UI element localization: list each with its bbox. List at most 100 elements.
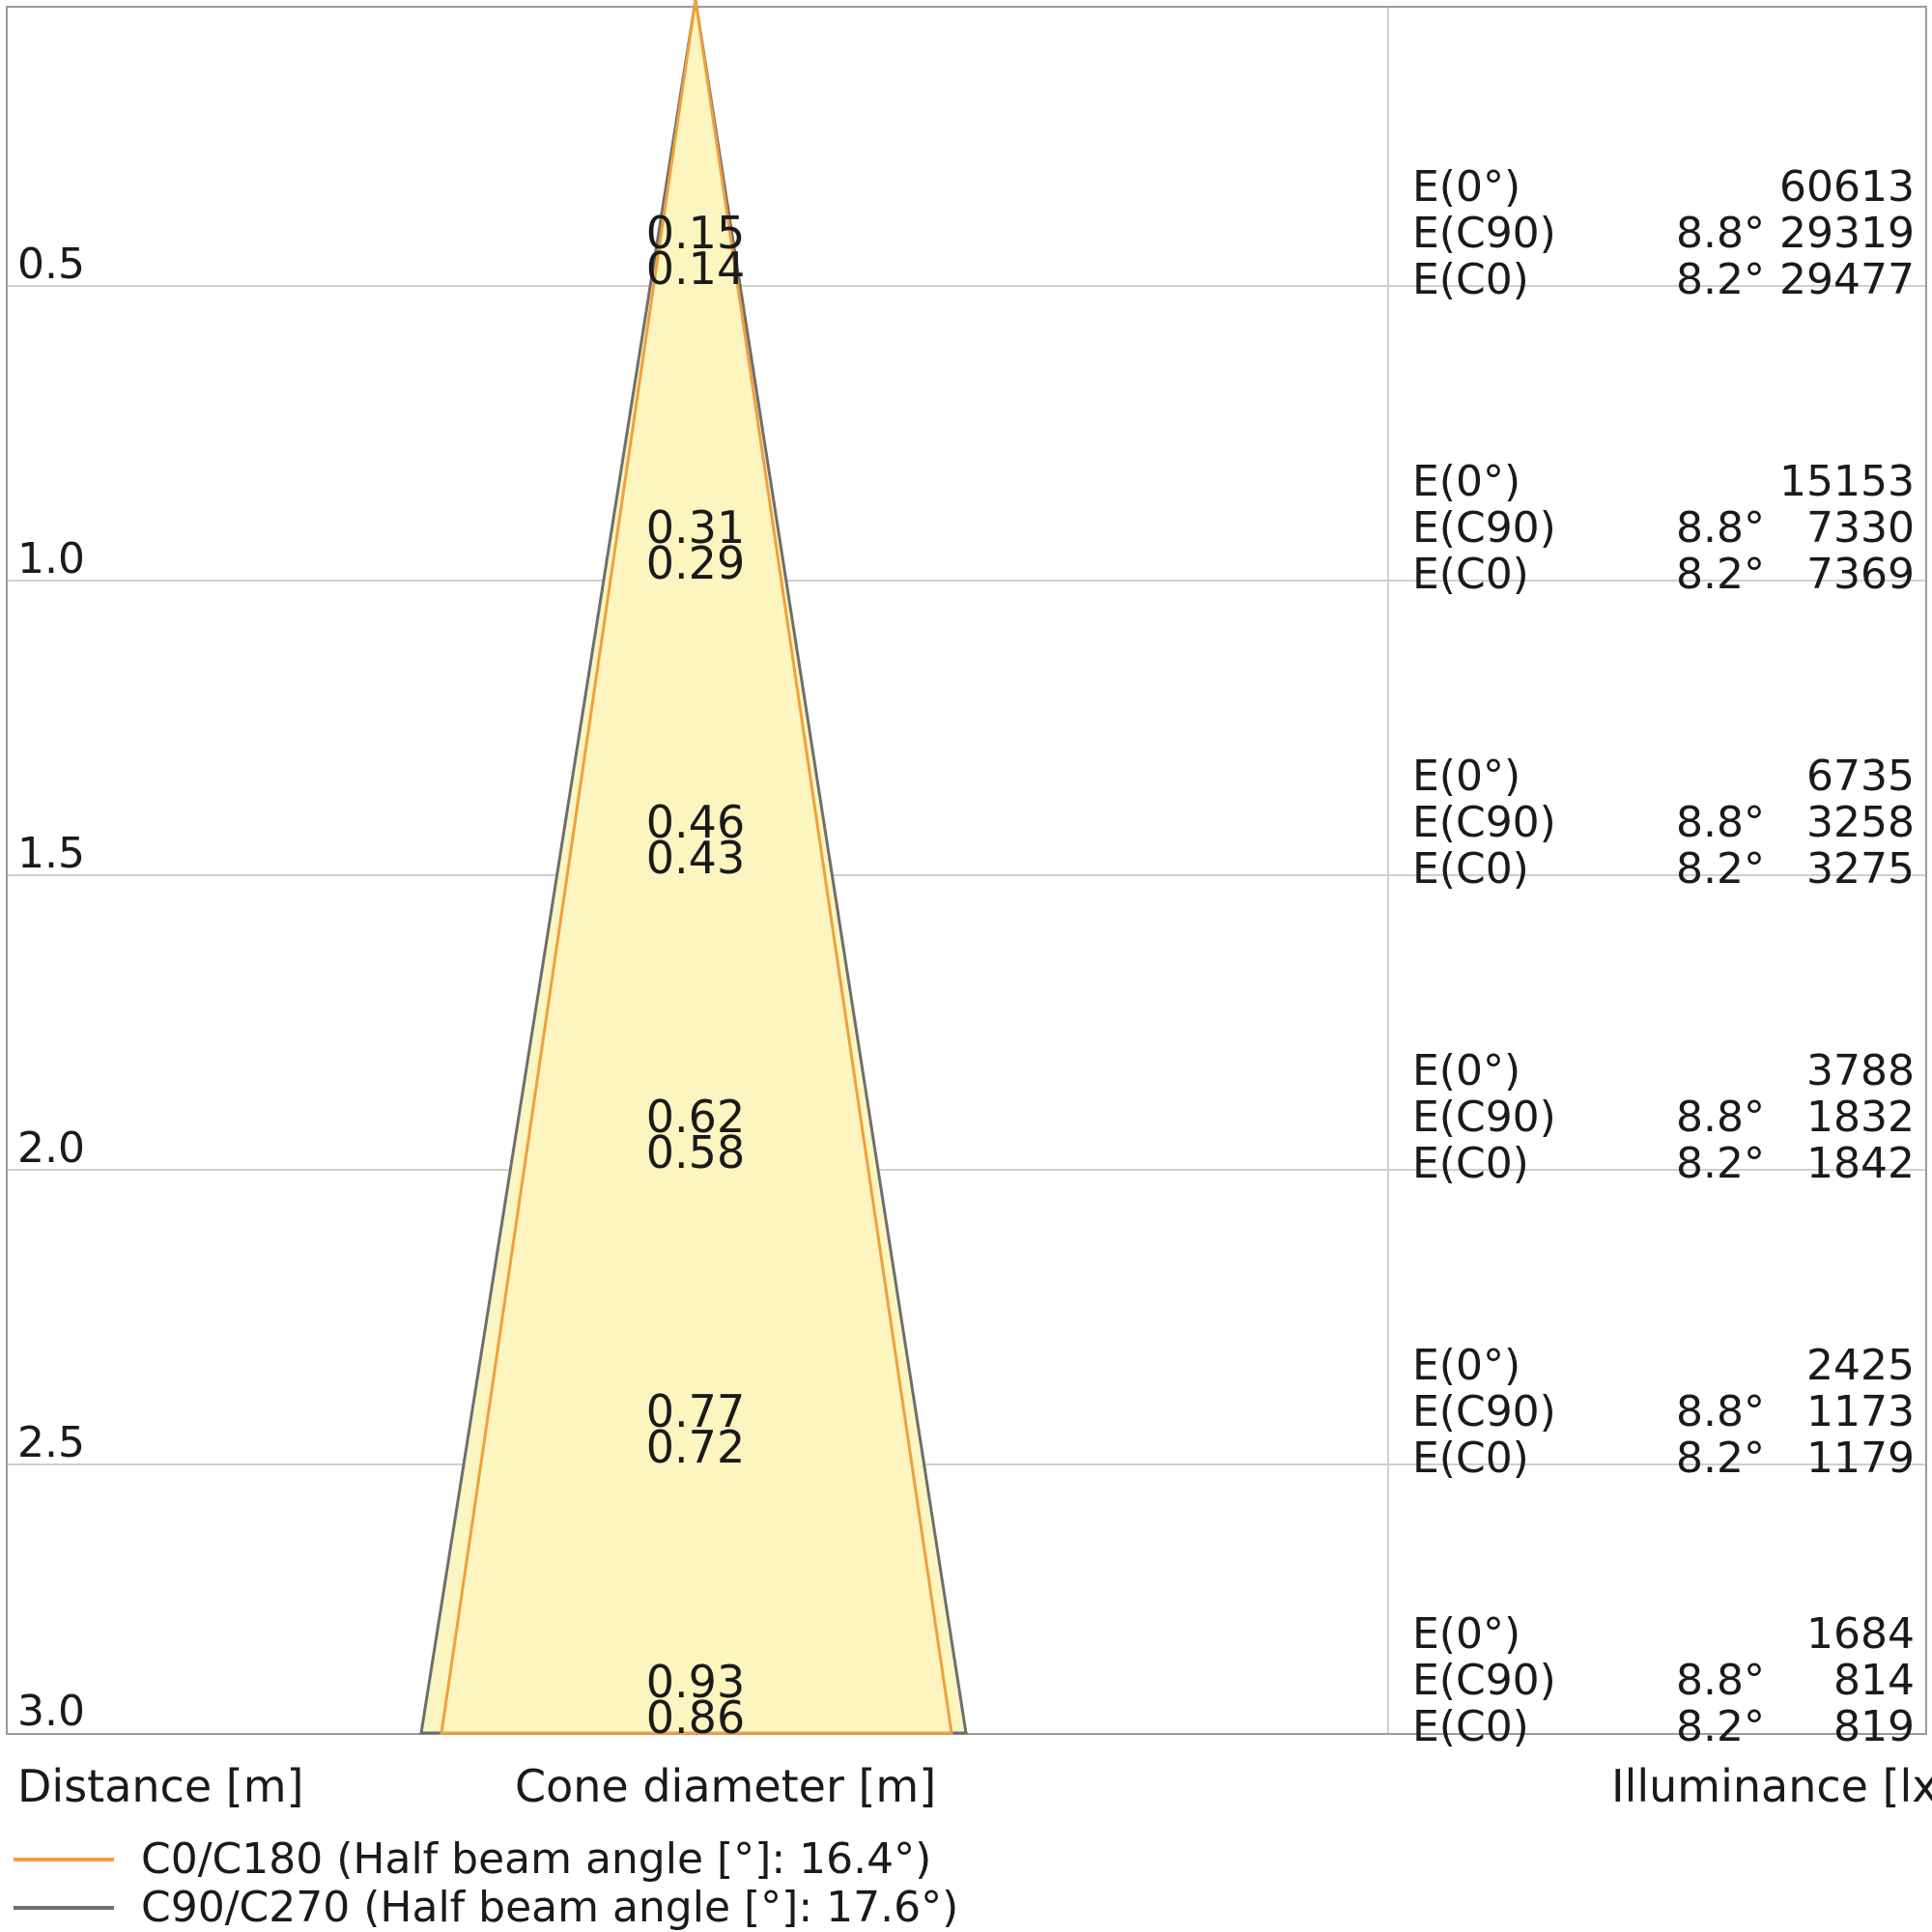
- illuminance-value-ec90: 814: [1833, 1656, 1915, 1705]
- illuminance-value-ec0: 819: [1833, 1702, 1915, 1751]
- legend-item-c90-c270: C90/C270 (Half beam angle [°]: 17.6°): [14, 1884, 1173, 1932]
- cone-diameter-label-0: 0.15 0.14: [646, 211, 745, 291]
- illuminance-row-ec0: E(C0) 8.2° 7369: [1412, 552, 1915, 598]
- illuminance-label-ec90: E(C90): [1412, 1387, 1556, 1436]
- distance-label-2: 1.5: [17, 829, 85, 878]
- cone-diameter-c90-4: 0.77: [645, 1385, 746, 1437]
- illuminance-label-e0: E(0°): [1412, 162, 1521, 212]
- illuminance-row-ec0: E(C0) 8.2° 819: [1412, 1704, 1915, 1750]
- illuminance-row-e0: E(0°) 60613: [1412, 164, 1915, 211]
- illuminance-value-ec0: 1179: [1806, 1434, 1915, 1483]
- illuminance-angle-ec90: 8.8°: [1676, 1093, 1765, 1142]
- illuminance-row-e0: E(0°) 2425: [1412, 1343, 1915, 1389]
- illuminance-value-e0: 2425: [1806, 1341, 1915, 1390]
- illuminance-label-ec0: E(C0): [1412, 1434, 1529, 1483]
- illuminance-label-ec90: E(C90): [1412, 1093, 1556, 1142]
- illuminance-value-ec0: 7369: [1806, 550, 1915, 599]
- legend-swatch-c90-c270-icon: [14, 1906, 114, 1910]
- illuminance-value-ec90: 1832: [1806, 1093, 1915, 1142]
- illuminance-row-ec0: E(C0) 8.2° 3275: [1412, 846, 1915, 893]
- illuminance-angle-ec0: 8.2°: [1676, 550, 1765, 599]
- illuminance-label-ec0: E(C0): [1412, 1139, 1529, 1188]
- legend-item-c0-c180: C0/C180 (Half beam angle [°]: 16.4°): [14, 1835, 1173, 1884]
- illuminance-value-e0: 15153: [1779, 457, 1915, 506]
- distance-label-0: 0.5: [17, 240, 85, 289]
- illuminance-angle-ec90: 8.8°: [1676, 1387, 1765, 1436]
- illuminance-value-ec90: 1173: [1806, 1387, 1915, 1436]
- cone-diameter-c90-5: 0.93: [645, 1656, 746, 1708]
- illuminance-angle-ec0: 8.2°: [1676, 1702, 1765, 1751]
- illuminance-label-ec0: E(C0): [1412, 255, 1529, 304]
- distance-label-1: 1.0: [17, 534, 85, 583]
- illuminance-block-5: E(0°) 1684 E(C90) 8.8° 814 E(C0) 8.2° 81…: [1412, 1611, 1915, 1750]
- illuminance-angle-ec90: 8.8°: [1676, 209, 1765, 258]
- illuminance-angle-ec90: 8.8°: [1676, 798, 1765, 847]
- illuminance-block-2: E(0°) 6735 E(C90) 8.8° 3258 E(C0) 8.2° 3…: [1412, 753, 1915, 893]
- cone-diameter-c0-5: 0.86: [645, 1691, 746, 1744]
- cone-diameter-label-5: 0.93 0.86: [646, 1660, 745, 1740]
- illuminance-label-ec90: E(C90): [1412, 209, 1556, 258]
- illuminance-row-ec90: E(C90) 8.8° 29319: [1412, 211, 1915, 257]
- cone-diameter-c0-0: 0.14: [645, 242, 746, 295]
- illuminance-value-e0: 60613: [1779, 162, 1915, 212]
- legend: C0/C180 (Half beam angle [°]: 16.4°) C90…: [14, 1835, 1173, 1932]
- illuminance-value-e0: 6735: [1806, 752, 1915, 801]
- illuminance-block-4: E(0°) 2425 E(C90) 8.8° 1173 E(C0) 8.2° 1…: [1412, 1343, 1915, 1482]
- cone-diameter-c0-2: 0.43: [645, 832, 746, 884]
- illuminance-row-e0: E(0°) 6735: [1412, 753, 1915, 800]
- illuminance-row-ec0: E(C0) 8.2° 1179: [1412, 1435, 1915, 1482]
- cone-diameter-c90-3: 0.62: [645, 1091, 746, 1143]
- illuminance-label-ec90: E(C90): [1412, 798, 1556, 847]
- illuminance-angle-ec90: 8.8°: [1676, 1656, 1765, 1705]
- illuminance-value-ec0: 1842: [1806, 1139, 1915, 1188]
- illuminance-value-ec0: 29477: [1779, 255, 1915, 304]
- illuminance-angle-ec0: 8.2°: [1676, 1434, 1765, 1483]
- illuminance-row-ec90: E(C90) 8.8° 1832: [1412, 1094, 1915, 1141]
- illuminance-label-e0: E(0°): [1412, 457, 1521, 506]
- cone-diameter-axis-caption: Cone diameter [m]: [515, 1760, 937, 1812]
- illuminance-value-e0: 1684: [1806, 1609, 1915, 1659]
- illuminance-angle-ec0: 8.2°: [1676, 844, 1765, 894]
- illuminance-value-ec90: 3258: [1806, 798, 1915, 847]
- distance-label-5: 3.0: [17, 1687, 85, 1736]
- illuminance-angle-ec0: 8.2°: [1676, 1139, 1765, 1188]
- legend-label-c90-c270: C90/C270 (Half beam angle [°]: 17.6°): [141, 1883, 959, 1932]
- illuminance-label-e0: E(0°): [1412, 1341, 1521, 1390]
- illuminance-label-e0: E(0°): [1412, 1046, 1521, 1095]
- legend-label-c0-c180: C0/C180 (Half beam angle [°]: 16.4°): [141, 1834, 932, 1884]
- illuminance-row-ec90: E(C90) 8.8° 7330: [1412, 505, 1915, 552]
- illuminance-label-ec90: E(C90): [1412, 503, 1556, 553]
- distance-axis-caption: Distance [m]: [17, 1760, 304, 1812]
- illuminance-value-ec0: 3275: [1806, 844, 1915, 894]
- illuminance-row-e0: E(0°) 1684: [1412, 1611, 1915, 1658]
- illuminance-value-ec90: 29319: [1779, 209, 1915, 258]
- cone-diameter-c0-4: 0.72: [645, 1421, 746, 1473]
- cone-diameter-c0-3: 0.58: [645, 1126, 746, 1179]
- illuminance-angle-ec0: 8.2°: [1676, 255, 1765, 304]
- illuminance-row-ec0: E(C0) 8.2° 29477: [1412, 257, 1915, 303]
- illuminance-row-ec90: E(C90) 8.8° 1173: [1412, 1389, 1915, 1435]
- illuminance-value-e0: 3788: [1806, 1046, 1915, 1095]
- illuminance-row-e0: E(0°) 3788: [1412, 1048, 1915, 1094]
- illuminance-row-ec0: E(C0) 8.2° 1842: [1412, 1141, 1915, 1187]
- chart-table-divider: [1387, 8, 1389, 1733]
- illuminance-value-ec90: 7330: [1806, 503, 1915, 553]
- illuminance-label-ec90: E(C90): [1412, 1656, 1556, 1705]
- illuminance-label-e0: E(0°): [1412, 1609, 1521, 1659]
- illuminance-label-ec0: E(C0): [1412, 550, 1529, 599]
- cone-diameter-c0-1: 0.29: [645, 537, 746, 589]
- illuminance-block-1: E(0°) 15153 E(C90) 8.8° 7330 E(C0) 8.2° …: [1412, 459, 1915, 598]
- cone-diameter-label-2: 0.46 0.43: [646, 800, 745, 880]
- cone-diameter-c90-2: 0.46: [645, 796, 746, 848]
- distance-label-3: 2.0: [17, 1123, 85, 1173]
- cone-diameter-label-4: 0.77 0.72: [646, 1389, 745, 1469]
- cone-diameter-label-1: 0.31 0.29: [646, 505, 745, 585]
- illuminance-label-ec0: E(C0): [1412, 1702, 1529, 1751]
- illuminance-label-ec0: E(C0): [1412, 844, 1529, 894]
- illuminance-block-3: E(0°) 3788 E(C90) 8.8° 1832 E(C0) 8.2° 1…: [1412, 1048, 1915, 1187]
- illuminance-row-ec90: E(C90) 8.8° 814: [1412, 1658, 1915, 1704]
- illuminance-angle-ec90: 8.8°: [1676, 503, 1765, 553]
- distance-label-4: 2.5: [17, 1418, 85, 1467]
- illuminance-axis-caption: Illuminance [lx]: [1611, 1760, 1932, 1812]
